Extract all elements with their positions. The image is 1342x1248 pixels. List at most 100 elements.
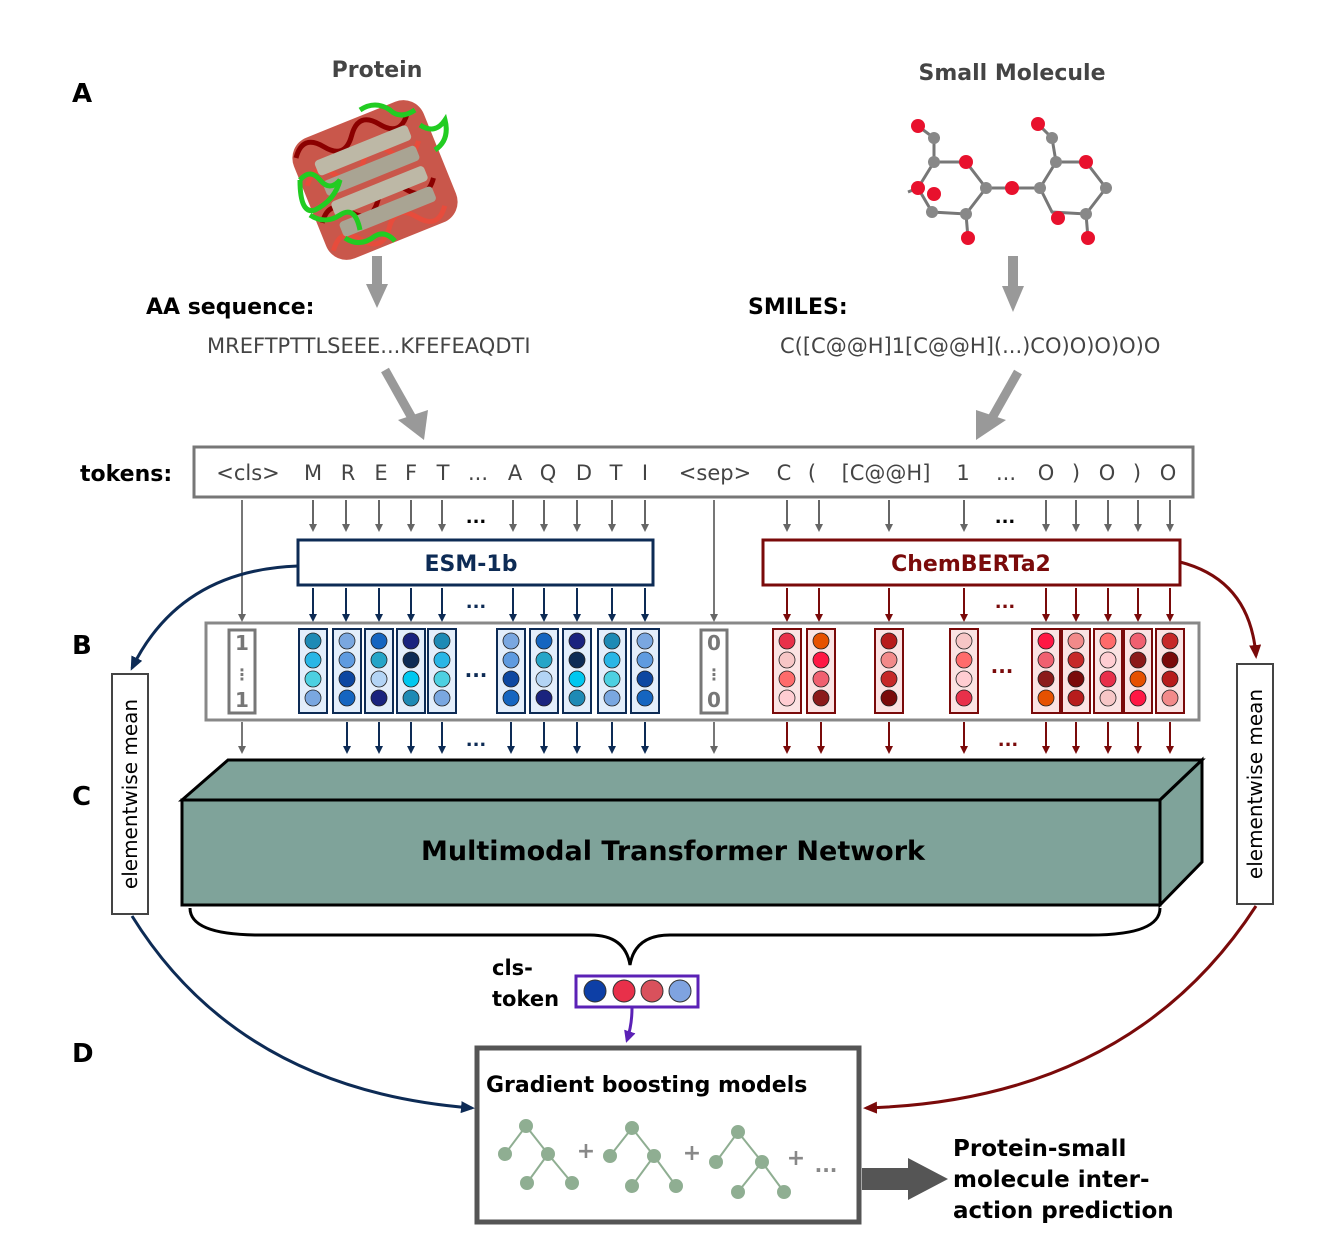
tokens-protein-ellipsis: ... xyxy=(466,507,487,528)
protein-embedding-vector xyxy=(496,628,526,714)
token-item: 1 xyxy=(956,461,969,485)
token-item: <cls> xyxy=(216,461,280,485)
molecule-mean-label: elementwise mean xyxy=(1243,689,1267,879)
gbm-plus-3: + xyxy=(787,1146,805,1171)
molecule-title: Small Molecule xyxy=(919,61,1106,86)
token-item: R xyxy=(341,461,356,485)
token-item: ... xyxy=(996,461,1016,485)
esm-output-ellipsis: ... xyxy=(466,592,487,613)
protein-mean-to-gbm-arrow xyxy=(130,915,475,1114)
sep-vector-top: 0 xyxy=(707,631,721,655)
molecule-mean-box: elementwise mean xyxy=(1236,663,1274,905)
gbm-ellipsis: ... xyxy=(815,1153,838,1177)
molecule-embedding-vector xyxy=(1093,628,1123,714)
smiles-label: SMILES: xyxy=(748,295,848,320)
protein-embedding-vector xyxy=(427,628,457,714)
molecule-embedding-vector xyxy=(874,628,904,714)
esm-1b-box xyxy=(296,538,655,587)
seq-to-tokens-arrow xyxy=(381,367,428,440)
transformer-label: Multimodal Transformer Network xyxy=(421,836,926,867)
to-transformer-protein-ellipsis: ... xyxy=(466,730,487,751)
protein-embedding-ellipsis: ... xyxy=(465,658,488,682)
token-item: ... xyxy=(468,461,488,485)
protein-embedding-vector xyxy=(298,628,328,714)
to-transformer-molecule-ellipsis: ... xyxy=(998,730,1019,751)
section-label-d: D xyxy=(72,1039,94,1069)
protein-embedding-vector xyxy=(562,628,592,714)
decision-tree-3 xyxy=(709,1125,791,1199)
smiles-string: C([C@@H]1[C@@H](...)CO)O)O)O)O xyxy=(780,334,1160,358)
protein-structure-image xyxy=(292,100,458,260)
token-to-encoder-arrows xyxy=(238,500,1174,622)
gbm-plus-2: + xyxy=(683,1141,701,1166)
cls-token-vector xyxy=(574,974,700,1009)
decision-tree-1 xyxy=(498,1119,579,1190)
output-brace xyxy=(188,907,1162,966)
token-item: T xyxy=(436,461,450,485)
protein-embedding-vector xyxy=(364,628,394,714)
protein-title: Protein xyxy=(332,58,423,83)
prediction-line3: action prediction xyxy=(953,1198,1174,1224)
decision-tree-2 xyxy=(603,1121,683,1193)
section-label-b: B xyxy=(72,631,92,661)
cls-vector-top: 1 xyxy=(235,631,249,655)
molecule-embedding-vector xyxy=(806,628,836,714)
section-label-c: C xyxy=(72,782,91,812)
prediction-arrow xyxy=(862,1158,948,1200)
protein-embedding-vector xyxy=(630,628,660,714)
molecule-embedding-vector xyxy=(949,628,979,714)
cls-token-label-line2: token xyxy=(492,987,559,1011)
molecule-embedding-vector xyxy=(1031,628,1061,714)
tokens-molecule-ellipsis: ... xyxy=(995,507,1016,528)
token-item: O xyxy=(1099,461,1116,485)
token-item: D xyxy=(576,461,592,485)
token-item: ( xyxy=(808,461,816,485)
protein-embedding-vector xyxy=(529,628,559,714)
sep-embedding-vector: 0 ⋮ 0 xyxy=(699,628,729,715)
token-item: O xyxy=(1160,461,1177,485)
cls-embedding-vector: 1 ⋮ 1 xyxy=(227,628,257,715)
token-item: O xyxy=(1038,461,1055,485)
protein-mean-label: elementwise mean xyxy=(118,699,142,889)
chemberta-output-ellipsis: ... xyxy=(995,592,1016,613)
aa-sequence: MREFTPTTLSEEE...KFEFEAQDTI xyxy=(207,334,531,358)
molecule-embedding-vectors xyxy=(772,628,1185,714)
gbm-plus-1: + xyxy=(577,1139,595,1164)
molecule-embedding-ellipsis: ... xyxy=(991,654,1014,678)
esm-1b-label: ESM-1b xyxy=(425,552,518,577)
token-item: C xyxy=(777,461,792,485)
token-item: ) xyxy=(1133,461,1141,485)
token-item: E xyxy=(374,461,387,485)
cls-to-gbm-arrow xyxy=(624,1007,636,1043)
tokens-box xyxy=(192,445,1195,499)
cls-token-label-line1: cls- xyxy=(492,956,533,980)
encoder-output-arrows xyxy=(309,588,1174,622)
token-item: ) xyxy=(1072,461,1080,485)
gbm-box xyxy=(474,1045,862,1225)
token-item: M xyxy=(304,461,322,485)
protein-embedding-vector xyxy=(396,628,426,714)
prediction-line2: molecule inter- xyxy=(953,1167,1150,1193)
protein-embedding-vector xyxy=(332,628,362,714)
esm-to-mean-arrow xyxy=(130,564,299,671)
token-item: T xyxy=(609,461,623,485)
chemberta2-label: ChemBERTa2 xyxy=(891,552,1051,577)
token-item: F xyxy=(405,461,417,485)
token-list: <cls> M R E F T... A Q D T I <sep> C([C@@H] 1... O) O) O xyxy=(216,461,1176,485)
smiles-to-tokens-arrow xyxy=(976,369,1022,440)
embedding-to-transformer-arrows xyxy=(238,722,1174,754)
chemberta2-box xyxy=(761,538,1182,587)
prediction-line1: Protein-small xyxy=(953,1136,1126,1162)
gbm-title: Gradient boosting models xyxy=(486,1073,807,1098)
token-item: A xyxy=(508,461,523,485)
protein-mean-box: elementwise mean xyxy=(111,673,149,915)
protein-down-arrow xyxy=(366,256,388,308)
tokens-label: tokens: xyxy=(80,462,172,487)
molecule-mean-to-gbm-arrow xyxy=(863,905,1258,1114)
token-item: Q xyxy=(540,461,557,485)
molecule-embedding-vector xyxy=(1123,628,1153,714)
molecule-embedding-vector xyxy=(1061,628,1091,714)
cls-vector-bottom: 1 xyxy=(235,688,249,712)
chemberta-to-mean-arrow xyxy=(1179,560,1262,659)
protein-embedding-vector xyxy=(597,628,627,714)
